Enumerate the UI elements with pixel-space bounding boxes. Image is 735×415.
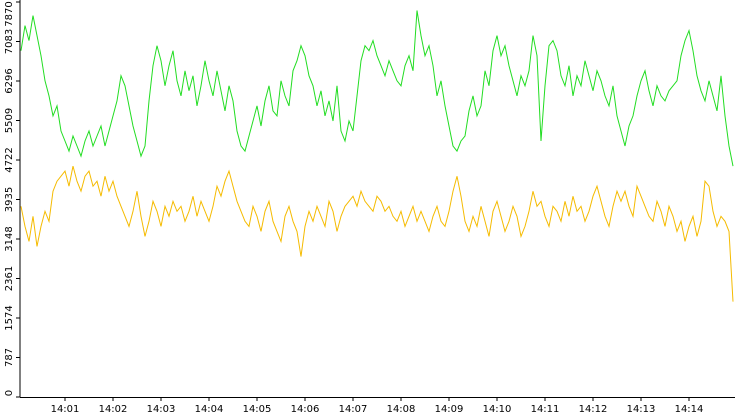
y-tick-label: 787 (4, 348, 15, 367)
x-tick-label: 14:12 (579, 404, 608, 415)
x-tick-label: 14:10 (483, 404, 512, 415)
y-tick-label: 5509 (4, 108, 15, 133)
x-tick-label: 14:01 (51, 404, 80, 415)
y-tick-label: 1574 (4, 305, 15, 330)
y-tick-label: 7083 (4, 29, 15, 54)
y-tick-label: 7870 (4, 1, 15, 26)
x-tick-label: 14:05 (243, 404, 272, 415)
x-tick-label: 14:02 (99, 404, 128, 415)
x-tick-label: 14:08 (387, 404, 416, 415)
x-tick-label: 14:09 (435, 404, 464, 415)
y-tick-label: 2361 (4, 266, 15, 291)
x-tick-label: 14:14 (675, 404, 704, 415)
x-tick-label: 14:13 (627, 404, 656, 415)
y-tick-label: 4722 (4, 147, 15, 172)
x-tick-label: 14:04 (195, 404, 224, 415)
y-tick-label: 3148 (4, 226, 15, 251)
y-tick-label: 0 (4, 390, 15, 396)
series-line (20, 165, 734, 302)
y-tick-label: 6296 (4, 68, 15, 93)
x-tick-label: 14:06 (291, 404, 320, 415)
series-line (20, 10, 734, 167)
x-tick-label: 14:03 (147, 404, 176, 415)
x-tick-label: 14:11 (531, 404, 560, 415)
x-tick-label: 14:07 (339, 404, 368, 415)
y-tick-label: 3935 (4, 187, 15, 212)
